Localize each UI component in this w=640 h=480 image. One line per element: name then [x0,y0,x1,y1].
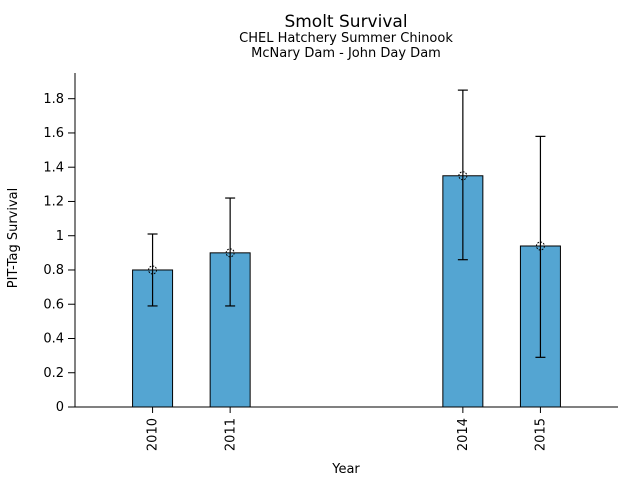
y-axis-label: PIT-Tag Survival [6,188,21,288]
x-axis-label: Year [331,462,360,477]
x-tick-label-2011: 2011 [223,418,238,451]
y-tick-label: 1.4 [43,160,64,175]
chart-subtitle-line2: McNary Dam - John Day Dam [251,46,441,61]
x-tick-label-2015: 2015 [534,418,549,451]
x-tick-label-2010: 2010 [146,418,161,451]
y-tick-label: 0.4 [43,332,64,347]
y-tick-label: 0.8 [43,263,64,278]
chart-title: Smolt Survival [284,12,407,32]
y-tick-label: 0 [56,400,64,415]
y-tick-label: 1.8 [43,92,64,107]
x-tick-label-2014: 2014 [456,418,471,451]
y-tick-label: 0.6 [43,297,64,312]
plot-elements: 0 0.2 0.4 0.6 0.8 1 1.2 1.4 1.6 1.8 2010 2011 2014 20… [43,73,618,451]
y-tick-label: 1.2 [43,195,64,210]
y-tick-label: 1.6 [43,126,64,141]
y-tick-label: 0.2 [43,366,64,381]
marker-2011 [225,248,235,258]
marker-2010 [148,265,158,275]
marker-2015 [535,241,545,251]
chart-subtitle-line1: CHEL Hatchery Summer Chinook [239,31,453,46]
marker-2014 [458,171,468,181]
y-tick-label: 1 [56,229,64,244]
